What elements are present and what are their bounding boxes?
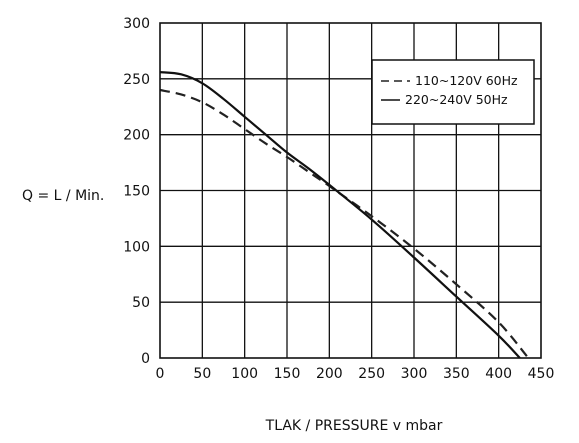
y-tick-label-150: 150 — [123, 184, 150, 200]
y-tick-label-50: 50 — [132, 295, 150, 311]
x-axis-title: TLAK / PRESSURE v mbar — [265, 418, 443, 434]
y-tick-label-300: 300 — [123, 16, 150, 32]
x-tick-label-150: 150 — [274, 366, 301, 382]
x-tick-label-0: 0 — [156, 366, 165, 382]
y-tick-label-100: 100 — [123, 239, 150, 255]
x-tick-label-50: 50 — [193, 366, 211, 382]
x-tick-label-450: 450 — [528, 366, 555, 382]
x-tick-label-200: 200 — [316, 366, 343, 382]
legend-box — [371, 59, 535, 125]
x-tick-label-300: 300 — [401, 366, 428, 382]
legend: 110~120V 60Hz 220~240V 50Hz — [371, 59, 535, 125]
legend-label-220-240v: 220~240V 50Hz — [405, 92, 508, 107]
series-line-220-240v-50hz — [159, 71, 521, 359]
x-tick-label-250: 250 — [358, 366, 385, 382]
y-tick-label-250: 250 — [123, 72, 150, 88]
x-tick-label-400: 400 — [485, 366, 512, 382]
x-tick-label-100: 100 — [231, 366, 258, 382]
data-series — [159, 71, 530, 359]
plot-frame — [159, 22, 542, 359]
y-tick-label-0: 0 — [141, 351, 150, 367]
x-tick-label-350: 350 — [443, 366, 470, 382]
tick-labels: 0 50 100 150 200 250 300 350 400 450 0 50 100 150 200 2… — [123, 16, 554, 382]
y-axis-title: Q = L / Min. — [22, 188, 104, 204]
legend-label-110-120v: 110~120V 60Hz — [415, 73, 518, 88]
y-tick-label-200: 200 — [123, 128, 150, 144]
series-line-110-120v-60hz — [159, 88, 530, 359]
